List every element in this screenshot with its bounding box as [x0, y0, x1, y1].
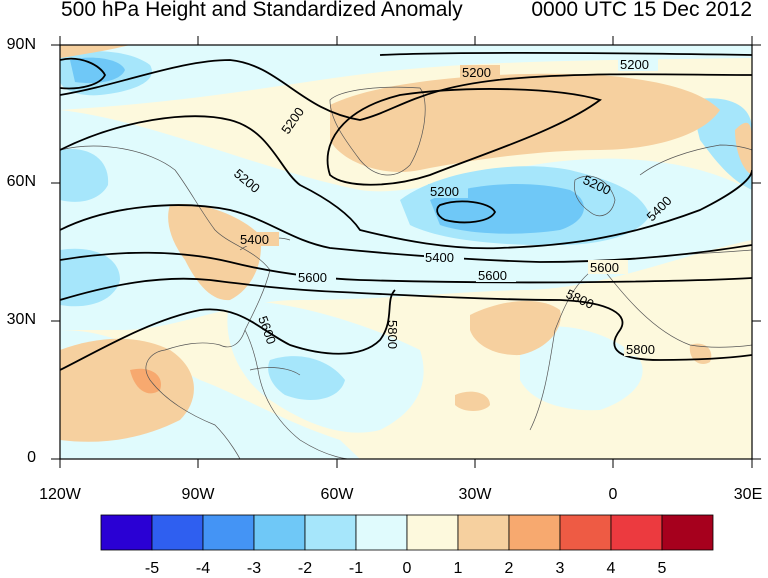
colorbar	[100, 514, 714, 551]
colorbar-swatch	[508, 514, 561, 551]
colorbar-tick-label: -2	[297, 560, 313, 577]
colorbar-swatch	[304, 514, 357, 551]
colorbar-tick-label: 2	[504, 560, 514, 577]
colorbar-swatch	[457, 514, 510, 551]
colorbar-swatch	[406, 514, 459, 551]
colorbar-swatch	[253, 514, 306, 551]
contour-label: 5800	[385, 320, 400, 349]
colorbar-tick-label: 5	[657, 560, 667, 577]
anomaly-field	[60, 45, 752, 459]
colorbar-tick-label: -3	[246, 560, 262, 577]
colorbar-tick-label: -1	[348, 560, 364, 577]
lon-label: 30W	[458, 486, 492, 503]
colorbar-swatch	[202, 514, 255, 551]
map-timestamp: 0000 UTC 15 Dec 2012	[531, 0, 752, 21]
map-frame	[59, 44, 753, 460]
colorbar-swatch	[355, 514, 408, 551]
contour-label: 5600	[478, 268, 507, 283]
colorbar-swatch	[610, 514, 663, 551]
colorbar-swatch	[151, 514, 204, 551]
lat-label: 60N	[6, 173, 36, 190]
contour-label: 5600	[298, 270, 327, 285]
contour-label: 5200	[462, 65, 491, 80]
colorbar-swatch	[100, 514, 153, 551]
colorbar-tick-label: 0	[402, 560, 412, 577]
contour-label: 5200	[430, 184, 459, 199]
map-title: 500 hPa Height and Standardized Anomaly	[61, 0, 463, 21]
colorbar-swatch	[661, 514, 714, 551]
lon-label: 120W	[39, 486, 81, 503]
lat-label: 30N	[6, 311, 36, 328]
contour-label: 5600	[590, 260, 619, 275]
coastlines	[60, 86, 752, 459]
colorbar-tick-label: -4	[195, 560, 211, 577]
colorbar-tick-label: 1	[453, 560, 463, 577]
contour-label: 5400	[425, 250, 454, 265]
colorbar-tick-label: -5	[144, 560, 160, 577]
contour-label: 5800	[626, 342, 655, 357]
lon-label: 30E	[733, 486, 763, 503]
lon-label: 60W	[320, 486, 354, 503]
colorbar-tick-label: 4	[606, 560, 616, 577]
lat-label: 90N	[6, 36, 36, 53]
colorbar-tick-label: 3	[555, 560, 565, 577]
axis-ticks	[51, 36, 761, 468]
height-contours	[60, 51, 752, 371]
contour-label: 5200	[620, 57, 649, 72]
lon-label: 0	[608, 486, 618, 503]
colorbar-swatch	[559, 514, 612, 551]
lon-label: 90W	[181, 486, 215, 503]
lat-label: 0	[27, 449, 36, 466]
contour-label: 5400	[240, 232, 269, 247]
